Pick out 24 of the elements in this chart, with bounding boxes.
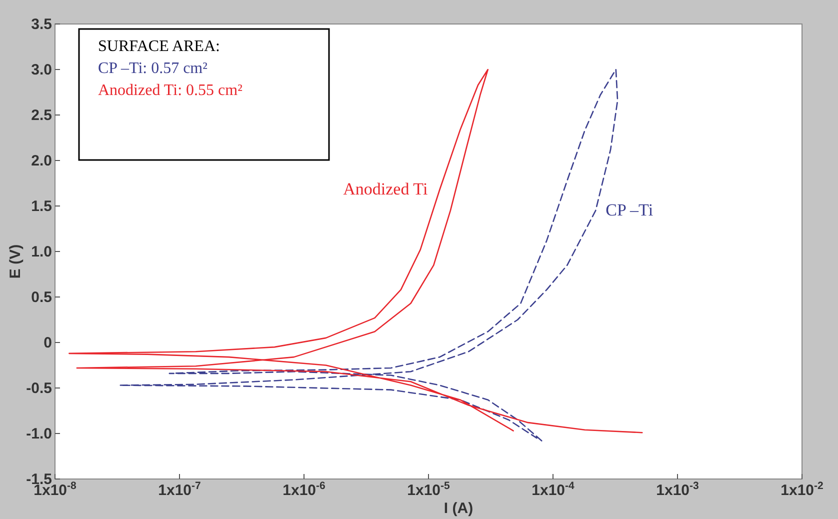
x-tick-label: 1x10$^{-5}$ [407, 480, 450, 499]
y-tick-label: 3.0 [31, 62, 52, 78]
y-axis-title: E (V) [7, 244, 24, 279]
note-box: SURFACE AREA: CP –Ti: 0.57 cm² Anodized Ti: 0.55 cm² [78, 28, 330, 161]
y-tick-label: 0.5 [31, 289, 52, 306]
y-tick-label: 0 [44, 334, 52, 352]
y-tick-label: -0.5 [26, 380, 52, 397]
y-tick-label: -1.0 [26, 426, 52, 442]
y-tick-label: 3.5 [31, 16, 52, 33]
x-tick-label: 1x10$^{-7}$ [158, 480, 202, 499]
y-tick-label: 1.5 [31, 198, 52, 215]
y-tick-label: 2.5 [31, 107, 52, 124]
annotation: CP –Ti: 0.57 cm² [98, 60, 208, 77]
x-tick-label: 1x10$^{-4}$ [532, 480, 575, 499]
series-label: Anodized Ti [343, 180, 428, 199]
series-label: CP –Ti [606, 200, 654, 220]
x-axis-title: I (A) [444, 500, 474, 517]
x-tick-label: 1x10$^{-3}$ [656, 480, 700, 499]
annotation: SURFACE AREA: [98, 38, 220, 55]
y-tick-label: 1.0 [31, 244, 52, 260]
annotation: Anodized Ti: 0.55 cm² [98, 82, 243, 99]
y-tick-label: 2.0 [31, 152, 52, 170]
x-tick-label: 1x10$^{-6}$ [282, 480, 326, 499]
x-tick-label: 1x10$^{-2}$ [780, 480, 824, 499]
